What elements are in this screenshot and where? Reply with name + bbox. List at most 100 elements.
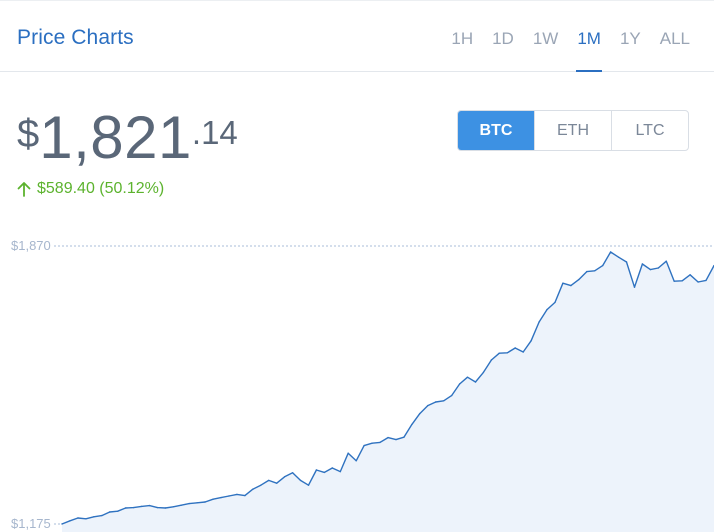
data-point [268,479,270,482]
data-point [315,469,318,471]
data-point [506,352,508,354]
data-point [609,251,612,253]
data-point [538,321,540,323]
data-point [101,514,103,517]
data-point [85,518,87,520]
data-point [395,438,397,441]
data-point [697,281,699,283]
data-point [148,504,151,507]
price-integer: 1,821 [39,104,192,171]
data-point [172,506,174,508]
data-point [371,442,373,444]
data-point [363,444,365,447]
data-point [124,507,127,509]
data-point [641,263,644,265]
page-title: Price Charts [17,26,134,49]
data-point [466,376,469,378]
price-change: $589.40 (50.12%) [17,180,164,198]
data-point [299,479,302,482]
data-point [307,484,310,486]
data-point [109,511,111,513]
data-point [244,494,246,497]
data-point [458,383,461,385]
coin-button-eth[interactable]: ETH [534,111,611,150]
tab-1d[interactable]: 1D [492,29,514,48]
data-point [180,504,182,506]
price-currency: $ [17,112,40,156]
data-point [689,274,691,276]
data-point [140,505,143,508]
price-chart-svg [50,245,714,532]
data-point [283,476,286,478]
price-change-text: $589.40 (50.12%) [37,180,165,197]
data-point [291,472,294,474]
current-price: $1,821.14 [17,108,238,168]
data-point [530,340,532,342]
data-point [657,267,659,269]
coin-button-btc[interactable]: BTC [458,111,534,150]
top-edge [0,0,714,4]
data-point [196,502,198,504]
data-point [403,436,405,438]
data-point [602,264,604,267]
data-point [61,523,63,525]
data-point [474,381,477,383]
data-point [514,347,516,349]
data-point [594,270,596,272]
y-max-label: $1,870 [11,238,53,253]
data-point [562,282,564,284]
data-point [260,484,262,486]
data-point [625,261,628,263]
coin-button-ltc[interactable]: LTC [611,111,688,150]
data-point [673,280,675,282]
tab-1m[interactable]: 1M [576,29,602,72]
data-point [450,394,453,397]
data-point [586,270,588,273]
data-point [156,506,159,509]
tab-1w[interactable]: 1W [532,29,559,48]
data-point [482,371,485,374]
tab-1h[interactable]: 1H [451,29,474,48]
data-point [355,460,357,462]
tab-all[interactable]: ALL [659,29,690,48]
data-point [705,279,707,282]
data-point [276,482,278,484]
data-point [570,284,572,287]
data-point [252,488,254,490]
data-point [331,467,333,469]
data-point [633,286,636,288]
header: Price Charts 1H 1D 1W 1M 1Y ALL [0,4,714,72]
data-point [649,268,652,271]
coin-selector: BTC ETH LTC [457,110,689,151]
data-point [188,502,190,505]
price-chart: $1,870 $1,175 [0,232,714,532]
data-point [665,260,667,262]
data-point [117,510,119,512]
data-point [498,352,500,354]
price-decimal: .14 [191,114,238,151]
data-point [204,501,206,503]
data-point [435,401,437,403]
data-point [554,301,556,304]
data-point [443,400,445,402]
data-point [411,423,413,426]
data-point [681,280,683,282]
data-point [323,471,326,474]
data-point [490,359,493,361]
data-point [379,441,381,444]
data-point [132,506,135,509]
tab-1y[interactable]: 1Y [619,29,641,48]
data-point [212,498,214,500]
data-point [77,517,79,519]
data-point [419,412,421,415]
data-point [228,495,230,497]
data-point [617,256,620,258]
data-point [236,493,238,496]
data-point [578,278,580,281]
data-point [427,404,429,407]
data-point [347,452,349,454]
data-point [69,520,71,522]
data-point [339,470,341,473]
timeframe-tabs: 1H 1D 1W 1M 1Y ALL [432,29,690,72]
data-point [220,496,222,499]
